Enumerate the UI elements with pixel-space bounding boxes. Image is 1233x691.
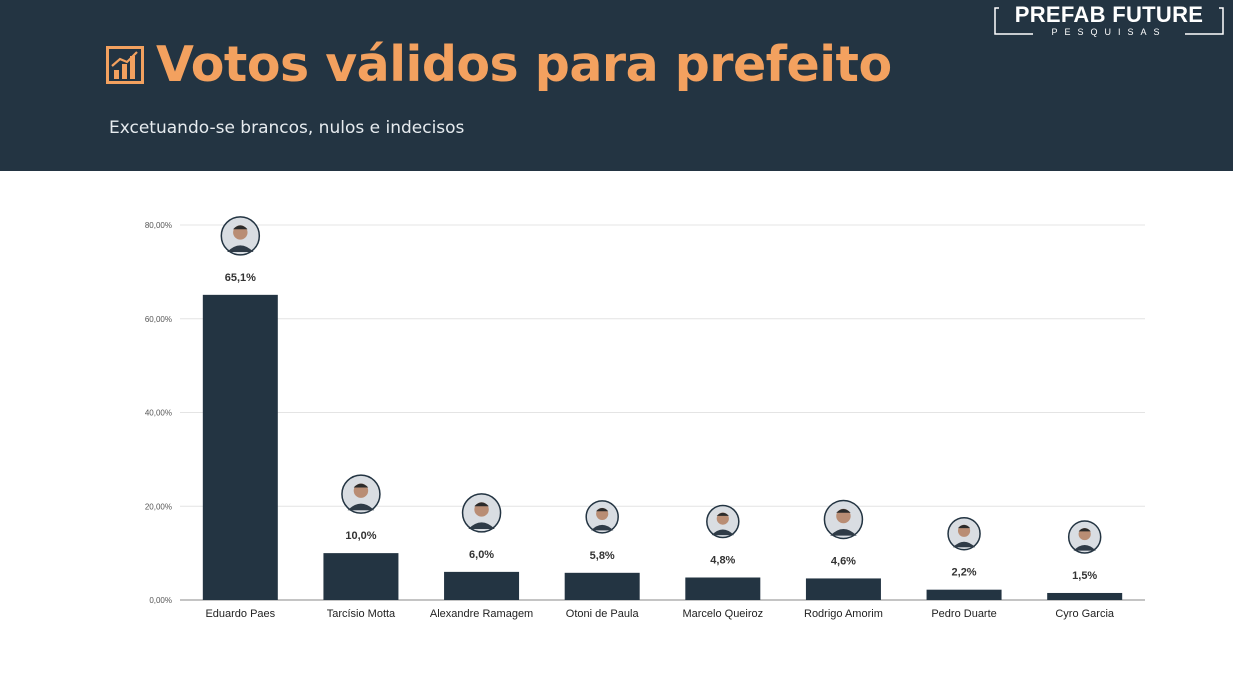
category-label: Marcelo Queiroz xyxy=(682,608,763,620)
category-label: Rodrigo Amorim xyxy=(804,608,883,620)
page-subtitle: Excetuando-se brancos, nulos e indecisos xyxy=(109,118,465,138)
y-tick-label: 80,00% xyxy=(145,221,172,230)
data-label: 1,5% xyxy=(1072,570,1097,582)
data-label: 4,6% xyxy=(831,555,856,567)
data-label: 4,8% xyxy=(710,555,735,567)
brand-frame xyxy=(994,7,1224,35)
bar xyxy=(202,294,278,600)
category-label: Pedro Duarte xyxy=(931,608,996,620)
data-label: 65,1% xyxy=(225,272,256,284)
brand-subtitle: PESQUISAS xyxy=(1051,27,1167,37)
candidate-photo xyxy=(706,504,740,539)
bar xyxy=(323,553,399,600)
data-label: 10,0% xyxy=(345,530,376,542)
candidate-photo xyxy=(947,516,981,551)
bar xyxy=(926,589,1002,600)
y-tick-label: 0,00% xyxy=(149,596,172,605)
brand-name: PREFAB FUTURE xyxy=(1014,2,1204,27)
category-label: Otoni de Paula xyxy=(566,608,640,620)
category-label: Tarcísio Motta xyxy=(327,608,396,620)
bar-chart-icon xyxy=(106,45,144,84)
category-label: Eduardo Paes xyxy=(205,608,275,620)
candidate-photo xyxy=(585,500,619,534)
y-tick-label: 40,00% xyxy=(145,409,172,418)
y-tick-label: 60,00% xyxy=(145,315,172,324)
candidate-photo xyxy=(220,216,261,256)
bar xyxy=(564,572,640,600)
candidate-photo xyxy=(823,499,864,540)
bar xyxy=(805,578,881,600)
bar xyxy=(685,577,761,600)
page-title: Votos válidos para prefeito xyxy=(156,36,892,93)
brand-logo: PREFAB FUTURE PESQUISAS xyxy=(993,2,1225,38)
candidate-photo xyxy=(461,493,502,533)
data-label: 5,8% xyxy=(590,550,615,562)
category-label: Alexandre Ramagem xyxy=(430,608,533,620)
data-label: 2,2% xyxy=(952,567,977,579)
category-label: Cyro Garcia xyxy=(1055,608,1115,620)
bar xyxy=(444,571,520,600)
candidate-photo xyxy=(1067,520,1102,554)
bar-chart: 0,00% 20,00% 40,00% 60,00% 80,00% 65,1% Eduard… xyxy=(145,216,1145,620)
bar xyxy=(1047,592,1123,600)
header-banner: Votos válidos para prefeito Excetuando-s… xyxy=(0,0,1233,171)
data-label: 6,0% xyxy=(469,549,494,561)
title-row: Votos válidos para prefeito xyxy=(106,36,892,93)
y-tick-label: 20,00% xyxy=(145,502,172,511)
candidate-photo xyxy=(341,474,381,514)
